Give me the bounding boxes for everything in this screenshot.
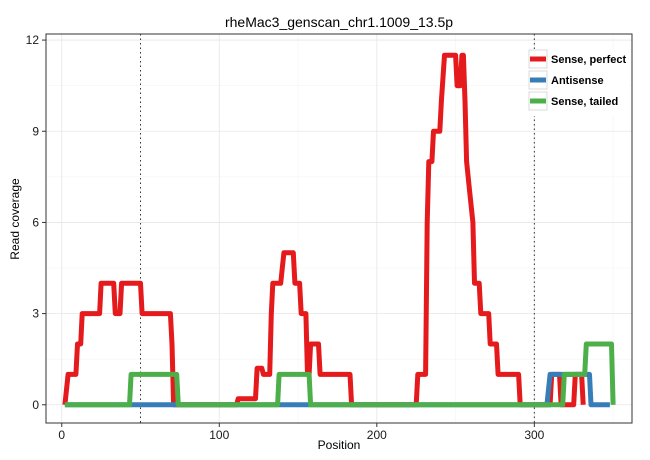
reference-lines xyxy=(140,34,535,423)
legend-label: Sense, tailed xyxy=(551,96,618,108)
series-line-sense-perfect xyxy=(62,52,586,408)
plot-border xyxy=(45,33,633,424)
series-layer xyxy=(62,52,616,408)
y-tick-label: 9 xyxy=(32,124,39,138)
x-tick-label: 300 xyxy=(524,428,544,442)
y-tick-label: 12 xyxy=(26,33,40,47)
chart-title: rheMac3_genscan_chr1.1009_13.5p xyxy=(225,14,453,30)
x-tick-label: 100 xyxy=(209,428,229,442)
y-axis-title: Read coverage xyxy=(8,178,22,260)
x-axis: 0 100 200 300 xyxy=(58,423,545,442)
y-tick-label: 6 xyxy=(32,215,39,229)
legend-label: Antisense xyxy=(551,75,604,87)
series-line-sense-tailed xyxy=(64,341,616,408)
x-axis-title: Position xyxy=(318,438,361,452)
y-tick-label: 0 xyxy=(32,398,39,412)
x-tick-label: 0 xyxy=(58,428,65,442)
legend: Sense, perfect Antisense Sense, tailed xyxy=(527,49,629,116)
y-axis: 0 3 6 9 12 xyxy=(26,33,46,412)
legend-label: Sense, perfect xyxy=(551,54,627,66)
x-tick-label: 200 xyxy=(367,428,387,442)
y-tick-label: 3 xyxy=(32,307,39,321)
